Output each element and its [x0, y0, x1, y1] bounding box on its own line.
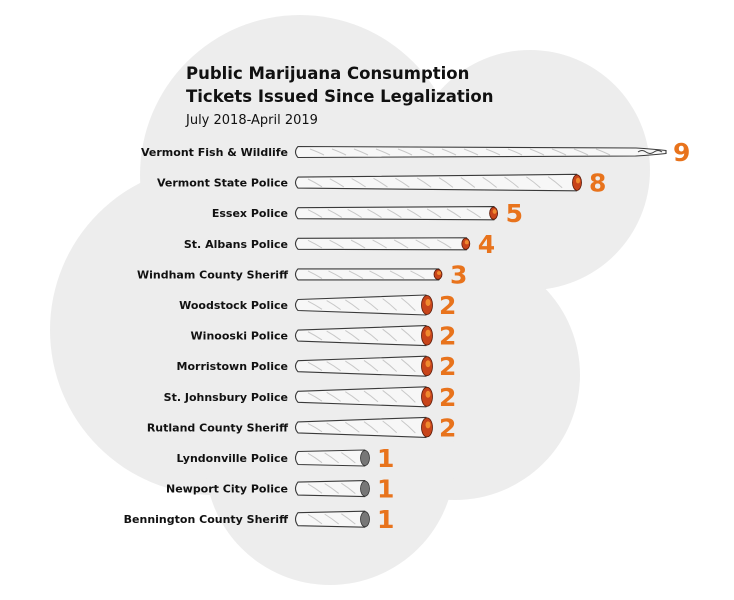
category-labels: Vermont Fish & Wildlife Vermont State Pol… — [124, 146, 288, 526]
joint-bar-essex-police — [294, 206, 499, 221]
value-label-woodstock-police: 2 — [439, 291, 456, 320]
category-label-essex-police: Essex Police — [212, 207, 288, 220]
category-label-windham-county-sheriff: Windham County Sheriff — [137, 268, 288, 281]
joint-bar-st-albans-police — [294, 237, 471, 251]
value-label-morristown-police: 2 — [439, 352, 456, 381]
category-label-st-albans-police: St. Albans Police — [184, 238, 288, 251]
category-label-st-johnsbury-police: St. Johnsbury Police — [164, 391, 288, 404]
joint-bar-st-johnsbury-police — [294, 386, 433, 408]
value-label-bennington-county-sheriff: 1 — [377, 505, 394, 534]
category-label-morristown-police: Morristown Police — [177, 360, 288, 373]
category-label-vermont-state-police: Vermont State Police — [157, 177, 288, 190]
category-label-lyndonville-police: Lyndonville Police — [177, 452, 288, 465]
category-label-newport-city-police: Newport City Police — [166, 483, 288, 496]
joint-bar-winooski-police — [294, 325, 433, 347]
joint-bar-bennington-county-sheriff — [294, 510, 370, 528]
value-label-winooski-police: 2 — [439, 322, 456, 351]
value-label-vermont-fish-and-wildlife: 9 — [673, 138, 690, 167]
joint-bar-morristown-police — [294, 355, 433, 377]
joint-bar-vermont-fish-and-wildlife — [294, 145, 667, 159]
chart-subtitle: July 2018-April 2019 — [185, 113, 318, 128]
category-label-woodstock-police: Woodstock Police — [179, 299, 288, 312]
category-label-vermont-fish-and-wildlife: Vermont Fish & Wildlife — [141, 146, 288, 159]
joint-bars — [294, 145, 667, 528]
category-label-rutland-county-sheriff: Rutland County Sheriff — [147, 421, 288, 434]
joint-bar-windham-county-sheriff — [294, 268, 443, 281]
chart-title-line-2: Tickets Issued Since Legalization — [186, 87, 493, 106]
joint-bar-rutland-county-sheriff — [294, 416, 433, 438]
value-label-st-johnsbury-police: 2 — [439, 383, 456, 412]
chart-title-line-1: Public Marijuana Consumption — [186, 64, 469, 83]
value-label-windham-county-sheriff: 3 — [450, 260, 467, 289]
value-label-st-albans-police: 4 — [478, 230, 495, 259]
category-label-bennington-county-sheriff: Bennington County Sheriff — [124, 513, 288, 526]
joint-bar-woodstock-police — [294, 294, 433, 316]
value-label-lyndonville-police: 1 — [377, 444, 394, 473]
value-label-newport-city-police: 1 — [377, 475, 394, 504]
category-label-winooski-police: Winooski Police — [191, 330, 288, 343]
value-label-rutland-county-sheriff: 2 — [439, 413, 456, 442]
value-label-vermont-state-police: 8 — [589, 169, 606, 198]
joint-bar-lyndonville-police — [294, 449, 370, 467]
joint-bar-newport-city-police — [294, 480, 370, 498]
joint-bar-vermont-state-police — [294, 173, 582, 192]
value-label-essex-police: 5 — [506, 199, 523, 228]
